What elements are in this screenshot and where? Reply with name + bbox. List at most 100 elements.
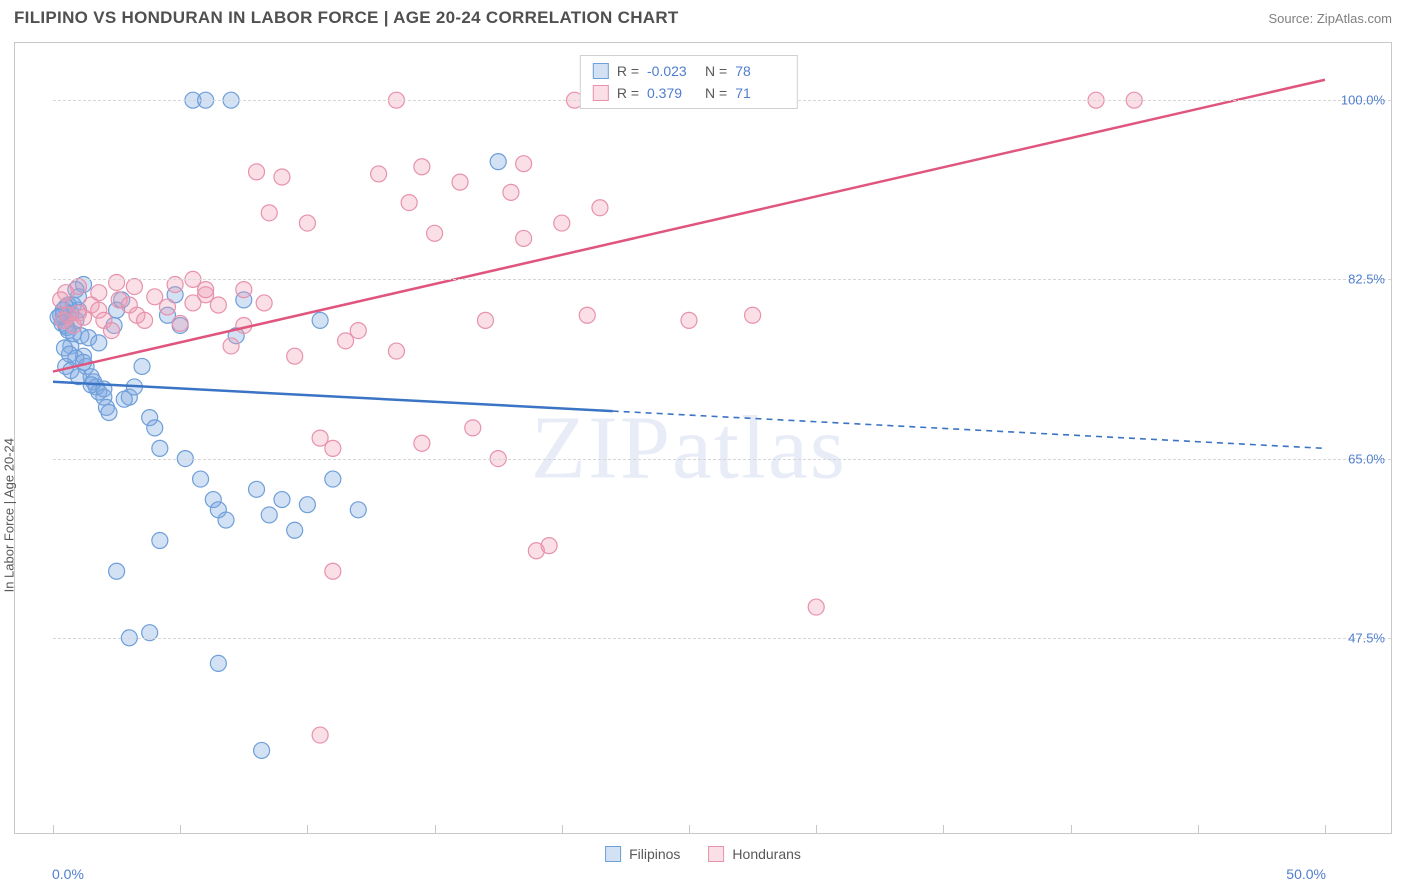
legend-label-hondurans: Hondurans (732, 846, 801, 862)
data-point (312, 312, 328, 328)
data-point (371, 166, 387, 182)
n-value-filipinos: 78 (735, 60, 785, 82)
data-point (116, 391, 132, 407)
data-point (477, 312, 493, 328)
data-point (254, 742, 270, 758)
plot-area: ZIPatlas R = -0.023 N = 78 R = 0.379 N =… (53, 49, 1325, 817)
data-point (325, 563, 341, 579)
y-tick-label: 47.5% (1348, 630, 1385, 645)
data-point (312, 727, 328, 743)
data-point (299, 215, 315, 231)
legend-swatch-hondurans (593, 85, 609, 101)
y-tick-label: 65.0% (1348, 451, 1385, 466)
legend-swatch-filipinos-icon (605, 846, 621, 862)
data-point (592, 200, 608, 216)
n-label: N = (705, 60, 727, 82)
x-tick (689, 825, 690, 833)
gridline (53, 279, 1391, 280)
data-point (249, 164, 265, 180)
legend-item-filipinos: Filipinos (605, 846, 680, 862)
y-tick-label: 82.5% (1348, 272, 1385, 287)
data-point (579, 307, 595, 323)
data-point (414, 435, 430, 451)
data-point (388, 343, 404, 359)
data-point (218, 512, 234, 528)
data-point (223, 338, 239, 354)
data-point (516, 230, 532, 246)
data-point (91, 335, 107, 351)
data-point (134, 358, 150, 374)
x-tick (180, 825, 181, 833)
data-point (172, 315, 188, 331)
data-point (147, 420, 163, 436)
chart-title: FILIPINO VS HONDURAN IN LABOR FORCE | AG… (14, 8, 679, 28)
x-tick (816, 825, 817, 833)
data-point (325, 471, 341, 487)
data-point (681, 312, 697, 328)
data-point (287, 522, 303, 538)
legend-swatch-hondurans-icon (708, 846, 724, 862)
legend-swatch-filipinos (593, 63, 609, 79)
x-axis-labels: 0.0% 50.0% (52, 866, 1326, 882)
gridline (53, 638, 1391, 639)
data-point (401, 195, 417, 211)
x-tick (1198, 825, 1199, 833)
data-point (274, 492, 290, 508)
data-point (350, 502, 366, 518)
data-point (53, 292, 69, 308)
data-point (101, 405, 117, 421)
x-tick (943, 825, 944, 833)
data-point (452, 174, 468, 190)
r-value-hondurans: 0.379 (647, 82, 697, 104)
data-point (427, 225, 443, 241)
data-point (325, 440, 341, 456)
data-point (465, 420, 481, 436)
data-point (299, 497, 315, 513)
data-point (126, 279, 142, 295)
correlation-legend: R = -0.023 N = 78 R = 0.379 N = 71 (580, 55, 798, 109)
data-point (152, 533, 168, 549)
legend-item-hondurans: Hondurans (708, 846, 801, 862)
trend-line-filipinos-dashed (613, 411, 1325, 448)
data-point (261, 205, 277, 221)
data-point (109, 563, 125, 579)
x-tick (435, 825, 436, 833)
x-tick (307, 825, 308, 833)
data-point (193, 471, 209, 487)
data-point (745, 307, 761, 323)
source-attribution: Source: ZipAtlas.com (1268, 11, 1392, 26)
data-point (109, 274, 125, 290)
data-point (414, 159, 430, 175)
data-point (287, 348, 303, 364)
data-point (137, 312, 153, 328)
data-point (516, 156, 532, 172)
r-label: R = (617, 60, 639, 82)
scatter-svg (53, 49, 1325, 817)
legend-row-hondurans: R = 0.379 N = 71 (593, 82, 785, 104)
data-point (249, 481, 265, 497)
legend-row-filipinos: R = -0.023 N = 78 (593, 60, 785, 82)
x-tick (562, 825, 563, 833)
data-point (554, 215, 570, 231)
x-min-label: 0.0% (52, 866, 84, 882)
n-label: N = (705, 82, 727, 104)
y-tick-label: 100.0% (1341, 93, 1385, 108)
data-point (256, 295, 272, 311)
data-point (91, 285, 107, 301)
data-point (210, 655, 226, 671)
data-point (261, 507, 277, 523)
data-point (274, 169, 290, 185)
x-tick (1325, 825, 1326, 833)
x-tick (53, 825, 54, 833)
x-tick (1071, 825, 1072, 833)
r-value-filipinos: -0.023 (647, 60, 697, 82)
data-point (210, 297, 226, 313)
data-point (541, 538, 557, 554)
legend-label-filipinos: Filipinos (629, 846, 680, 862)
data-point (152, 440, 168, 456)
x-max-label: 50.0% (1286, 866, 1326, 882)
bottom-legend: Filipinos Hondurans (605, 846, 801, 862)
data-point (104, 323, 120, 339)
chart-container: In Labor Force | Age 20-24 ZIPatlas R = … (14, 42, 1392, 834)
data-point (236, 282, 252, 298)
